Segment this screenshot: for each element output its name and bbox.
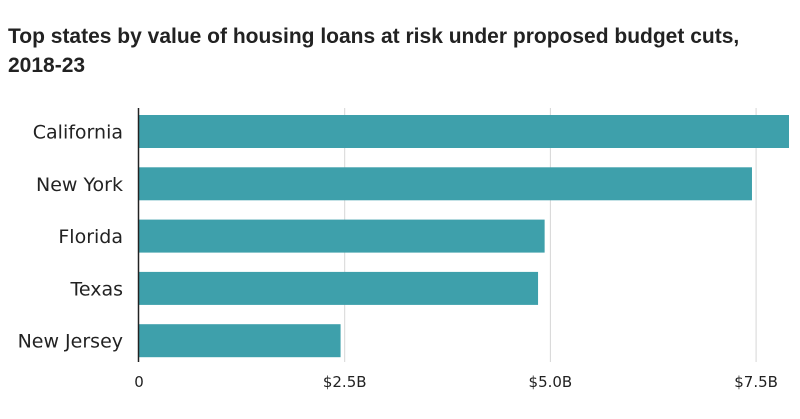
- bar: [139, 219, 545, 253]
- category-label: New Jersey: [18, 331, 123, 353]
- chart-title: Top states by value of housing loans at …: [8, 25, 740, 77]
- category-label: California: [33, 122, 123, 144]
- x-tick-labels: 0 $2.5B $5.0B $7.5B: [134, 373, 778, 391]
- x-tick-label: 0: [134, 373, 144, 391]
- x-tick-label: $5.0B: [529, 373, 573, 391]
- category-label: Texas: [69, 278, 123, 300]
- bar: [139, 115, 789, 148]
- x-tick-label: $7.5B: [734, 373, 778, 391]
- bar: [139, 167, 752, 201]
- bars: [139, 115, 789, 358]
- category-labels: California New York Florida Texas New Jersey: [18, 122, 123, 353]
- bar: [139, 271, 539, 305]
- x-tick-label: $2.5B: [323, 373, 367, 391]
- category-label: Florida: [58, 226, 123, 248]
- category-label: New York: [36, 174, 123, 196]
- bar: [139, 324, 341, 358]
